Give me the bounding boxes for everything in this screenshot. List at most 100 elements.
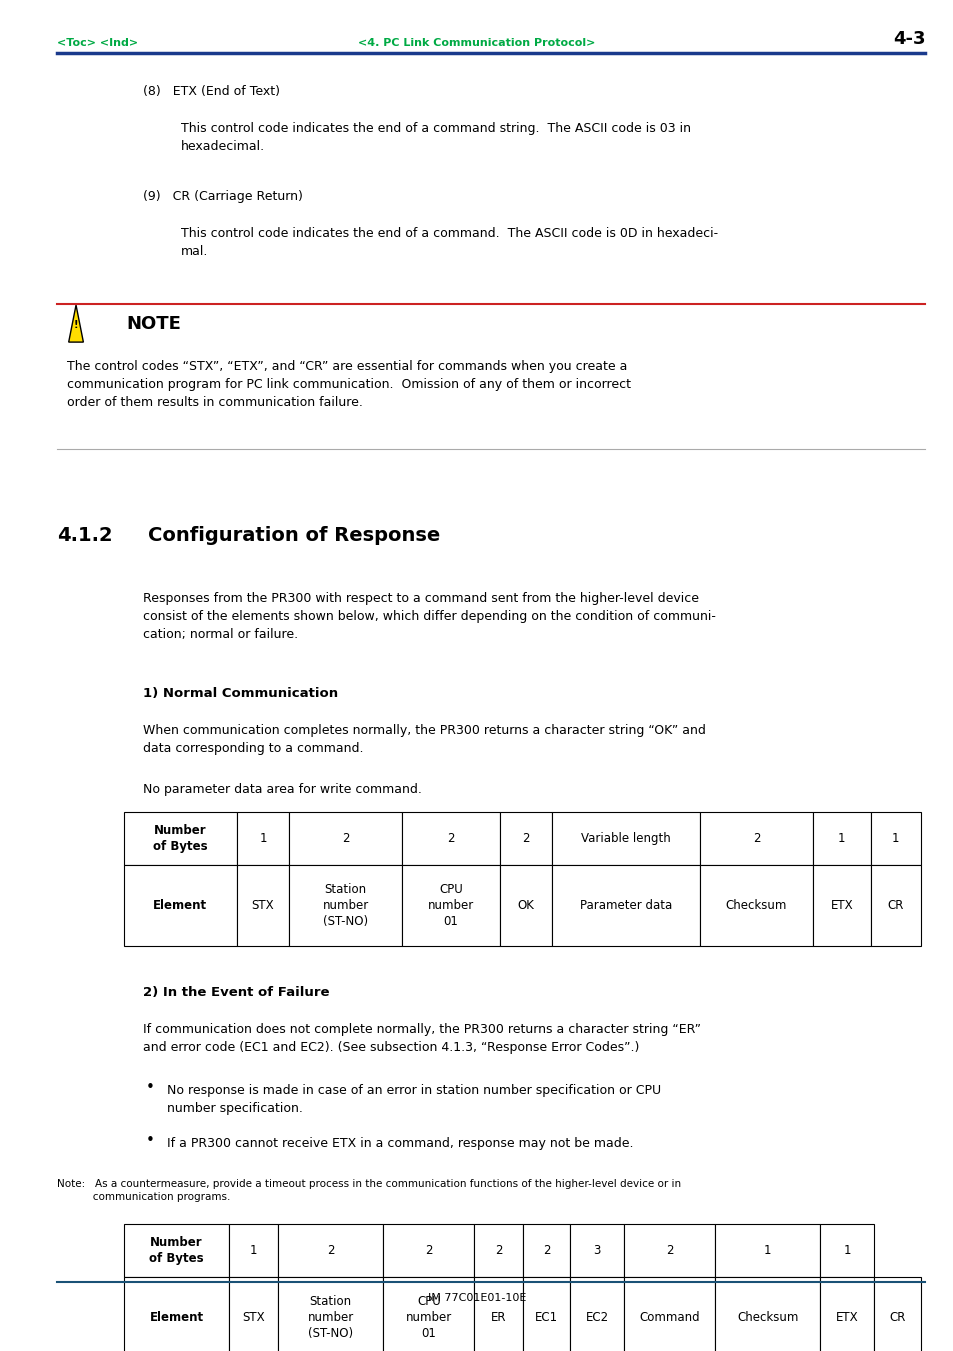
Text: 1: 1 <box>250 1244 257 1256</box>
Text: This control code indicates the end of a command string.  The ASCII code is 03 i: This control code indicates the end of a… <box>181 122 691 153</box>
Bar <box>401 812 499 865</box>
Text: ER: ER <box>491 1312 506 1324</box>
Text: 2: 2 <box>752 832 760 844</box>
Text: 2: 2 <box>341 832 349 844</box>
Text: ETX: ETX <box>835 1312 858 1324</box>
Text: CR: CR <box>888 1312 904 1324</box>
Bar <box>820 1224 873 1277</box>
Text: Element: Element <box>150 1312 203 1324</box>
Text: Command: Command <box>639 1312 700 1324</box>
Text: When communication completes normally, the PR300 returns a character string “OK”: When communication completes normally, t… <box>143 724 705 755</box>
Bar <box>715 1224 820 1277</box>
Text: 1: 1 <box>763 1244 771 1256</box>
Bar <box>552 812 700 865</box>
Text: 2: 2 <box>425 1244 432 1256</box>
Text: STX: STX <box>242 1312 265 1324</box>
Text: Element: Element <box>153 898 207 912</box>
Text: 1: 1 <box>837 832 844 844</box>
Bar <box>700 865 812 947</box>
Bar <box>229 1277 278 1351</box>
Text: 2: 2 <box>495 1244 502 1256</box>
Text: OK: OK <box>517 898 534 912</box>
Bar <box>623 1277 715 1351</box>
Text: •: • <box>146 1079 154 1094</box>
Bar <box>124 1277 229 1351</box>
Text: (9)   CR (Carriage Return): (9) CR (Carriage Return) <box>143 190 303 204</box>
Bar <box>383 1277 474 1351</box>
Text: !: ! <box>73 320 78 331</box>
Text: 4.1.2: 4.1.2 <box>57 526 112 544</box>
Bar <box>523 1224 570 1277</box>
Bar <box>873 1277 920 1351</box>
Text: 2: 2 <box>327 1244 335 1256</box>
Bar <box>229 1224 278 1277</box>
Text: 2: 2 <box>522 832 529 844</box>
Bar <box>552 865 700 947</box>
Text: CPU
number
01: CPU number 01 <box>427 884 474 928</box>
Bar <box>700 812 812 865</box>
Text: 2: 2 <box>542 1244 550 1256</box>
Text: Parameter data: Parameter data <box>579 898 672 912</box>
Bar <box>499 865 552 947</box>
Text: Note:   As a countermeasure, provide a timeout process in the communication func: Note: As a countermeasure, provide a tim… <box>57 1179 680 1202</box>
Bar <box>474 1224 523 1277</box>
Bar <box>869 865 920 947</box>
Bar <box>820 1277 873 1351</box>
Text: 2: 2 <box>447 832 455 844</box>
Bar <box>124 812 236 865</box>
Text: 3: 3 <box>593 1244 600 1256</box>
Bar <box>289 865 401 947</box>
Text: (8)   ETX (End of Text): (8) ETX (End of Text) <box>143 85 280 97</box>
Bar <box>236 865 289 947</box>
Bar <box>499 812 552 865</box>
Bar <box>383 1224 474 1277</box>
Text: The control codes “STX”, “ETX”, and “CR” are essential for commands when you cre: The control codes “STX”, “ETX”, and “CR”… <box>67 359 630 408</box>
Bar <box>401 865 499 947</box>
Bar <box>289 812 401 865</box>
Text: 1: 1 <box>259 832 267 844</box>
Text: If communication does not complete normally, the PR300 returns a character strin: If communication does not complete norma… <box>143 1023 700 1054</box>
Text: Responses from the PR300 with respect to a command sent from the higher-level de: Responses from the PR300 with respect to… <box>143 592 715 642</box>
Text: 1) Normal Communication: 1) Normal Communication <box>143 688 338 700</box>
Text: Configuration of Response: Configuration of Response <box>148 526 439 544</box>
Bar <box>869 812 920 865</box>
Bar <box>278 1277 383 1351</box>
Text: NOTE: NOTE <box>126 315 181 332</box>
Text: Number
of Bytes: Number of Bytes <box>149 1236 204 1265</box>
Text: Station
number
(ST-NO): Station number (ST-NO) <box>307 1296 354 1340</box>
Text: 1: 1 <box>891 832 899 844</box>
Bar <box>278 1224 383 1277</box>
Text: <4. PC Link Communication Protocol>: <4. PC Link Communication Protocol> <box>358 38 595 47</box>
Bar <box>570 1277 623 1351</box>
Text: No parameter data area for write command.: No parameter data area for write command… <box>143 782 421 796</box>
Bar <box>812 865 869 947</box>
Text: Checksum: Checksum <box>736 1312 798 1324</box>
Text: STX: STX <box>252 898 274 912</box>
Text: 2) In the Event of Failure: 2) In the Event of Failure <box>143 986 329 1000</box>
Text: EC2: EC2 <box>585 1312 608 1324</box>
Bar <box>812 812 869 865</box>
Bar <box>124 865 236 947</box>
Text: Station
number
(ST-NO): Station number (ST-NO) <box>322 884 369 928</box>
Text: 2: 2 <box>665 1244 673 1256</box>
Text: IM 77C01E01-10E: IM 77C01E01-10E <box>427 1293 526 1302</box>
Text: <Toc> <Ind>: <Toc> <Ind> <box>57 38 138 47</box>
Bar <box>236 812 289 865</box>
Text: EC1: EC1 <box>535 1312 558 1324</box>
Bar <box>474 1277 523 1351</box>
Text: CPU
number
01: CPU number 01 <box>405 1296 452 1340</box>
Text: ETX: ETX <box>829 898 852 912</box>
Bar <box>523 1277 570 1351</box>
Polygon shape <box>69 305 83 342</box>
Text: If a PR300 cannot receive ETX in a command, response may not be made.: If a PR300 cannot receive ETX in a comma… <box>167 1136 633 1150</box>
Text: This control code indicates the end of a command.  The ASCII code is 0D in hexad: This control code indicates the end of a… <box>181 227 718 258</box>
Bar <box>570 1224 623 1277</box>
Text: No response is made in case of an error in station number specification or CPU
n: No response is made in case of an error … <box>167 1084 660 1115</box>
Text: •: • <box>146 1133 154 1148</box>
Text: 1: 1 <box>842 1244 850 1256</box>
Bar <box>124 1224 229 1277</box>
Text: Variable length: Variable length <box>580 832 671 844</box>
Text: Number
of Bytes: Number of Bytes <box>152 824 208 852</box>
Text: Checksum: Checksum <box>725 898 786 912</box>
Text: CR: CR <box>886 898 902 912</box>
